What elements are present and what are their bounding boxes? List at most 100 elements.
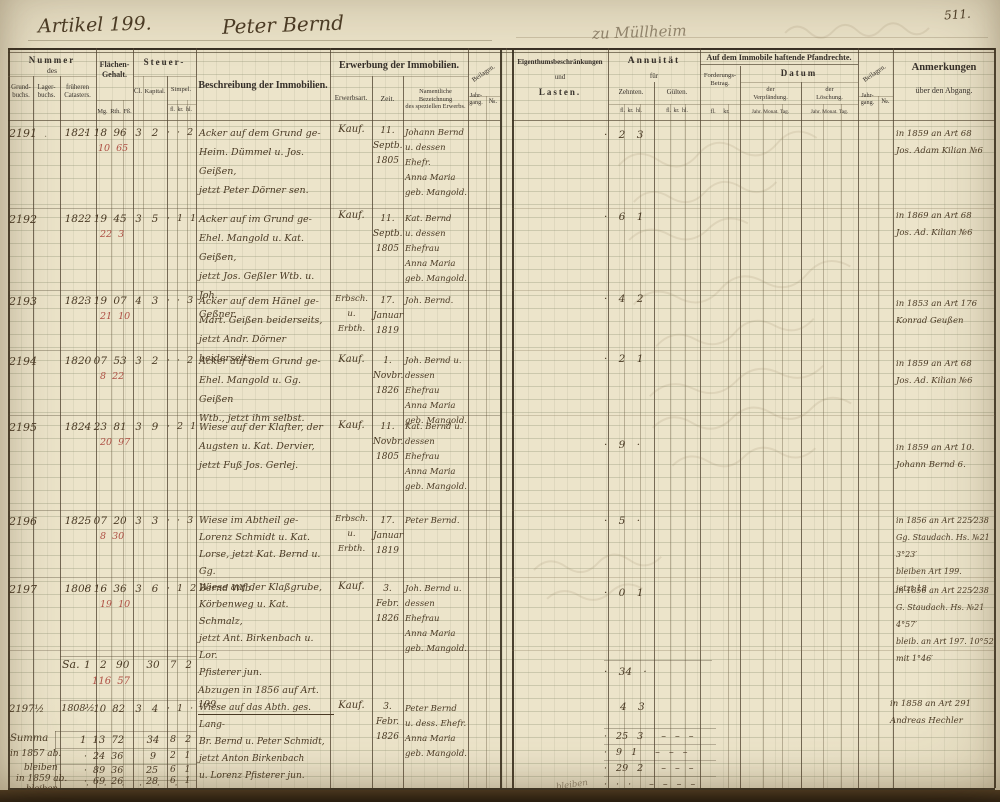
sum-bleiben-simpel: 6 1 <box>170 765 191 775</box>
cell-annuitaet: · 2 3 <box>604 129 644 141</box>
cell-flaechen-korrektur: 10 65 <box>98 143 129 154</box>
column-line <box>763 104 764 788</box>
cell-annuitaet: · 9 · <box>604 439 641 451</box>
owner-name: Peter Bernd <box>221 10 345 39</box>
row-rule <box>8 350 500 351</box>
cell-cataster-jahr: 1822 <box>64 213 92 225</box>
sum-ab1857-label: in 1857 ab. <box>10 749 62 759</box>
sum-bleiben-flaechen: · 89 36 <box>84 765 124 776</box>
header-flaechen-units: Mg. Rth. Fß. <box>97 108 132 115</box>
sum-summa-label: Summa <box>10 733 49 744</box>
column-line <box>196 48 197 788</box>
column-line <box>624 104 625 788</box>
cell-annuitaet: · 4 2 <box>604 293 644 305</box>
cell-steuer-kapital: 6 <box>151 583 159 595</box>
sum-box-rule <box>60 700 196 701</box>
sum-summa-kapital: 34 <box>146 735 160 746</box>
header-datum: Datum <box>780 68 818 78</box>
header-rule <box>468 96 500 97</box>
column-line <box>486 96 487 788</box>
cell-steuer-cl: 3 <box>135 516 142 527</box>
cell-cataster-jahr: 1823 <box>64 295 92 307</box>
cell-annuitaet: · 5 · <box>604 515 641 527</box>
frame-line <box>500 48 502 788</box>
cell-zeit: 3. Febr. 1826 <box>375 584 399 624</box>
cell-steuer-simpel: · · 3 <box>167 515 194 526</box>
cell-flaechen-korrektur: 20 97 <box>100 437 131 448</box>
cell-zeit: 11. Septb. 1805 <box>373 126 403 166</box>
header-anmerkungen: Anmerkungen <box>911 62 977 73</box>
header-loesch-units: Jahr. Monat. Tag. <box>810 109 849 115</box>
cell-anmerkung: in 1856 an Art 225⁄238 G. Staudach. Hs. … <box>896 586 996 663</box>
column-line <box>670 104 671 788</box>
header-beschreibung: Beschreibung der Immobilien. <box>198 80 328 91</box>
column-line <box>782 104 783 788</box>
cell-anmerkung: in 1859 an Art 10. Johann Bernd 6. <box>896 443 975 470</box>
sum-annuitaet-s2: · 9 1 – – – <box>604 747 688 758</box>
cell-annuitaet: 4 3 <box>620 701 645 713</box>
sum-box-rule <box>55 731 196 732</box>
header-forderung-units: fl. kr. <box>710 108 730 115</box>
cell-anmerkung: in 1853 an Art 176 Konrad Geußen <box>896 299 978 326</box>
cell-beschreibung: Acker auf im Grund ge- Ehel. Mangold u. … <box>199 214 315 320</box>
bottom-anmerkung: in 1858 an Art 291 Andreas Hechler <box>890 699 972 726</box>
sum-ab1859-simpel: 6 1 <box>170 776 191 786</box>
column-line <box>640 104 641 788</box>
header-namentliche: Namentliche Bezeichnung des speziellen E… <box>405 88 466 111</box>
cell-grundbuch-nr: 2192 <box>9 213 37 226</box>
cell-erwerber: Joh. Bernd u. dessen Ehefrau Anna Maria … <box>405 356 467 426</box>
ink-bleedthrough <box>533 553 662 601</box>
sum-annuitaet-s1: · 25 3 – – – <box>604 731 694 742</box>
header-abgang: über den Abgang. <box>915 86 973 95</box>
row-rule <box>512 510 995 511</box>
cell-steuer-kapital: 3 <box>151 515 159 527</box>
header-verpf-units: Jahr. Monat. Tag. <box>751 109 790 115</box>
column-line <box>801 82 802 788</box>
header-loeschung: der Löschung. <box>816 86 843 101</box>
cell-steuer-cl: 4 <box>135 296 142 307</box>
column-line <box>654 82 655 788</box>
header-nummer: Nummer <box>28 55 76 65</box>
cell-steuer-kapital: 2 <box>151 127 159 139</box>
header-zehnten: Zehnten. <box>618 88 644 96</box>
row-rule <box>8 415 500 416</box>
sum-box-rule <box>55 748 196 749</box>
cell-cataster-jahr: 1820 <box>64 355 92 367</box>
sum-annuitaet-s4: · · · – – – – <box>604 779 696 790</box>
cell-anmerkung: in 1856 an Art 225⁄238 Gg. Staudach. Hs.… <box>896 516 990 593</box>
cell-zeit: 17. Januar 1819 <box>373 296 404 336</box>
cell-beschreibung: Wiese im Abtheil ge- Lorenz Schmidt u. K… <box>199 515 321 594</box>
header-erwerbsart: Erwerbsart. <box>334 94 368 102</box>
cell-flaechen-korrektur: 21 10 <box>100 311 131 322</box>
sum-ab1857-kapital: 9 <box>149 751 157 762</box>
cell-flaechen: · 18 96 <box>84 127 127 139</box>
page-number: 511. <box>943 6 972 23</box>
header-underline <box>28 40 492 41</box>
header-nummer-des: des <box>47 66 57 75</box>
cell-zeit: 11. Novbr. 1805 <box>373 422 404 462</box>
cell-steuer-cl: 3 <box>135 422 142 433</box>
article-title: Artikel 199. <box>37 12 152 38</box>
row-rule <box>512 208 995 209</box>
column-line <box>372 76 373 788</box>
header-guelten: Gülten. <box>666 88 688 96</box>
cell-flaechen: · 07 53 <box>84 355 127 367</box>
header-jahrgang: Jahr- gang. <box>469 92 483 107</box>
cell-cataster-jahr: 1825 <box>64 515 92 527</box>
header-und: und <box>554 73 566 81</box>
cell-cataster-jahr: 1808½ <box>61 703 95 714</box>
sum-box-rule <box>55 764 196 765</box>
row-rule <box>8 208 500 209</box>
column-line <box>133 48 134 788</box>
column-line <box>177 100 178 788</box>
cell-erwerbsart: Kauf. <box>338 700 365 711</box>
sum-bleiben-kapital: 25 <box>145 765 159 776</box>
cell-beschreibung: Wiese auf der Klafter, der Augsten u. Ka… <box>199 422 323 471</box>
sum-box-rule <box>604 760 716 761</box>
header-underline <box>516 37 988 38</box>
header-eigenthum: Eigenthumsbeschränkungen <box>517 58 603 66</box>
sum-box-rule <box>604 744 716 745</box>
row-rule <box>8 650 500 651</box>
row-rule <box>512 650 995 651</box>
